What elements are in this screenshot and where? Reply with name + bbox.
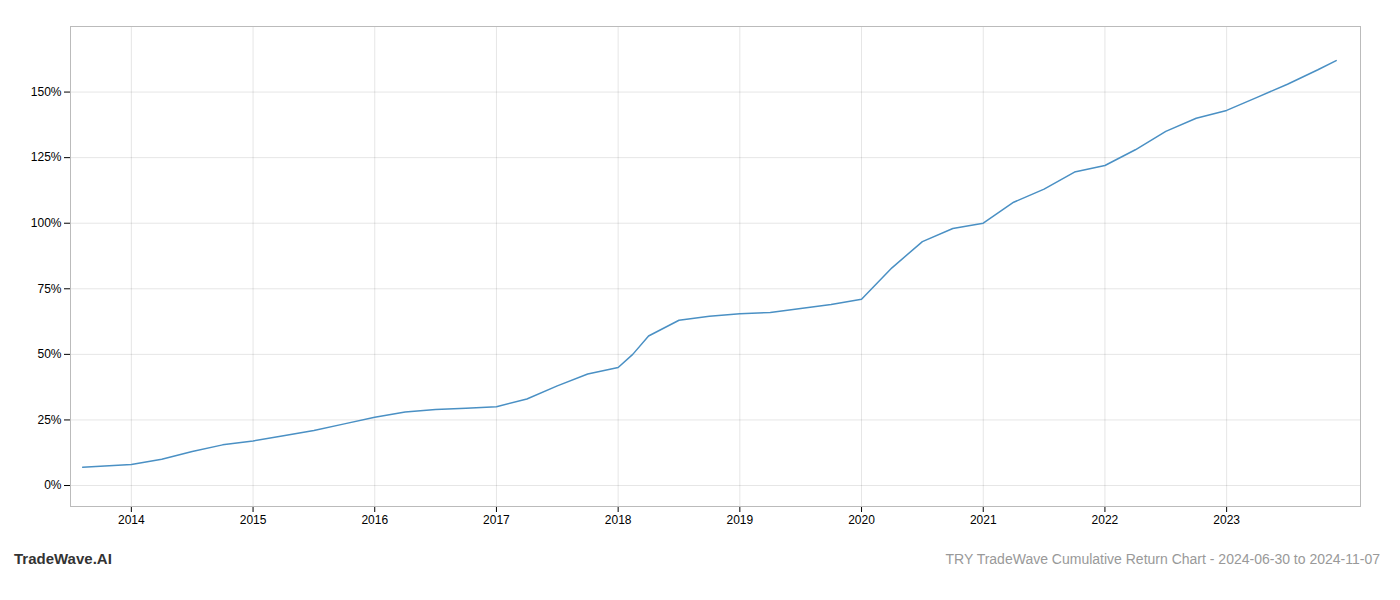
svg-text:125%: 125% <box>31 150 62 164</box>
svg-text:0%: 0% <box>44 478 62 492</box>
svg-text:2014: 2014 <box>118 513 145 527</box>
svg-text:25%: 25% <box>37 413 61 427</box>
svg-text:2021: 2021 <box>970 513 997 527</box>
html-text:TRY TradeWave Cumulative Retur: TRY TradeWave Cumulative Return Chart - … <box>945 551 1380 567</box>
svg-text:150%: 150% <box>31 85 62 99</box>
html-text:TradeWave.AI: TradeWave.AI <box>14 550 112 567</box>
svg-text:100%: 100% <box>31 216 62 230</box>
svg-text:2016: 2016 <box>361 513 388 527</box>
svg-text:75%: 75% <box>37 282 61 296</box>
svg-text:2023: 2023 <box>1213 513 1240 527</box>
svg-text:2018: 2018 <box>605 513 632 527</box>
svg-text:2015: 2015 <box>240 513 267 527</box>
svg-text:2017: 2017 <box>483 513 510 527</box>
svg-text:50%: 50% <box>37 347 61 361</box>
svg-text:2019: 2019 <box>726 513 753 527</box>
svg-text:2022: 2022 <box>1092 513 1119 527</box>
svg-text:2020: 2020 <box>848 513 875 527</box>
